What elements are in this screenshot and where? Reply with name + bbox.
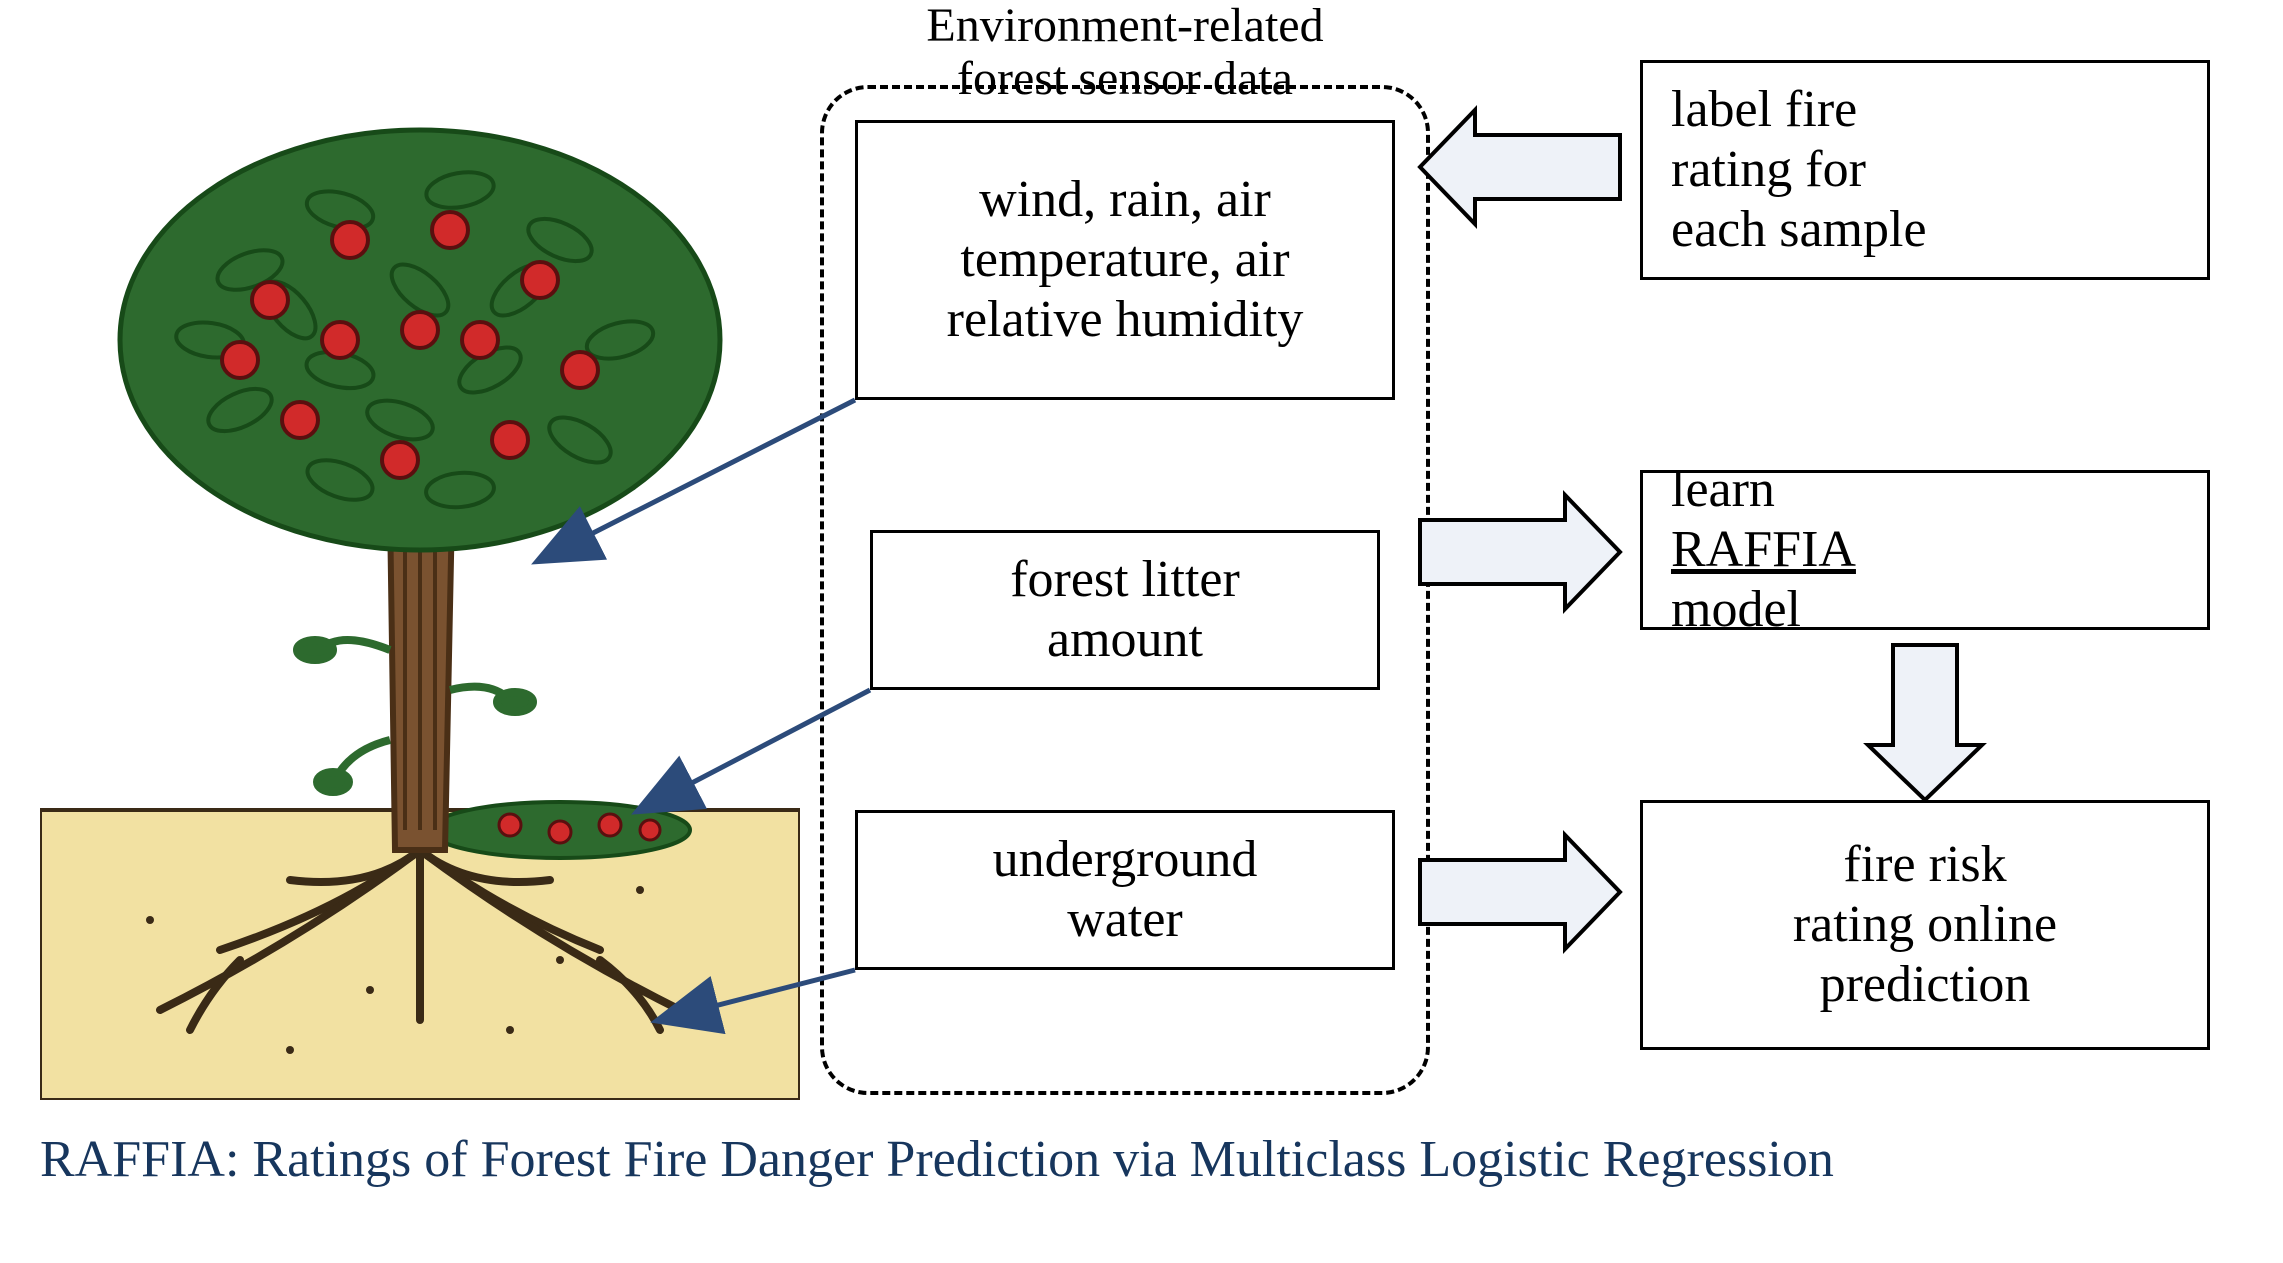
sensor-box-litter: forest litter amount <box>870 530 1380 690</box>
block-arrow-learn-to-predict <box>1868 645 1982 800</box>
sensor-group-label-line2: forest sensor data <box>957 52 1293 105</box>
sensor-group-label-line1: Environment-related <box>926 0 1323 52</box>
process-box-learn-model: learn RAFFIA model <box>1640 470 2210 630</box>
process-box-predict: fire risk rating online prediction <box>1640 800 2210 1050</box>
tree-illustration <box>40 90 800 1100</box>
process-box-learn-model-text: learn RAFFIA model <box>1671 460 1856 639</box>
process-box-label: label fire rating for each sample <box>1640 60 2210 280</box>
process-box-label-text: label fire rating for each sample <box>1671 80 1927 259</box>
raffia-underlined: RAFFIA <box>1671 520 1856 580</box>
process-box-predict-text: fire risk rating online prediction <box>1793 835 2057 1014</box>
sensor-box-weather: wind, rain, air temperature, air relativ… <box>855 120 1395 400</box>
diagram-stage: Environment-related forest sensor data w… <box>0 0 2283 1263</box>
block-arrow-sensor-to-learn <box>1420 495 1620 609</box>
block-arrow-label-to-sensor <box>1420 110 1620 224</box>
sensor-box-groundwater: underground water <box>855 810 1395 970</box>
sensor-group-label: Environment-related forest sensor data <box>830 0 1420 106</box>
figure-caption: RAFFIA: Ratings of Forest Fire Danger Pr… <box>40 1130 1834 1189</box>
sensor-box-litter-text: forest litter amount <box>1010 550 1240 670</box>
block-arrow-sensor-to-predict <box>1420 835 1620 949</box>
sensor-box-groundwater-text: underground water <box>993 830 1258 950</box>
sensor-box-weather-text: wind, rain, air temperature, air relativ… <box>947 170 1304 349</box>
